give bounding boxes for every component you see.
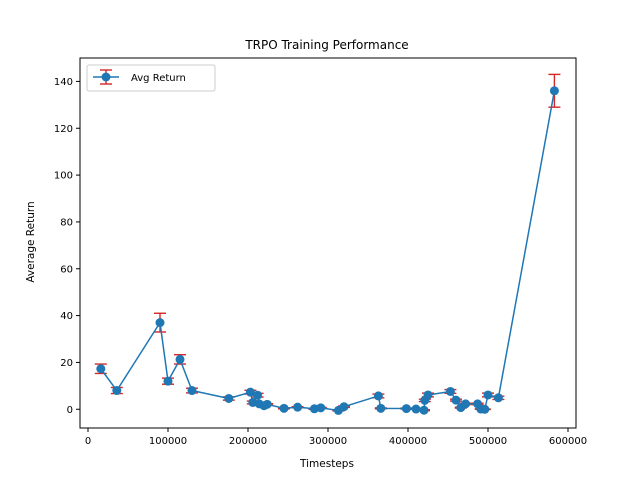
plot-frame [79,57,577,429]
data-point [411,404,421,414]
y-tick-label: 120 [54,124,73,135]
data-point [483,390,493,400]
chart-title: TRPO Training Performance [244,38,408,52]
x-tick-label: 0 [85,436,91,447]
x-tick-label: 300000 [309,436,347,447]
y-tick-label: 140 [54,77,73,88]
x-tick-label: 100000 [149,436,187,447]
y-axis: 0 20 40 60 80 100 120 140 [54,77,80,416]
plot-area [94,73,561,415]
data-point [316,403,326,413]
data-point [293,402,303,412]
x-tick-label: 600000 [549,436,587,447]
x-tick-label: 400000 [389,436,427,447]
y-axis-title: Average Return [25,201,37,282]
data-point [373,391,383,401]
data-point [187,386,197,396]
data-point [376,403,386,413]
data-point [401,404,411,414]
data-point [419,405,429,415]
y-tick-label: 20 [60,358,73,369]
data-point [224,393,234,403]
data-point [451,395,461,405]
x-tick-label: 500000 [469,436,507,447]
data-point [155,318,165,328]
legend-box [86,64,216,92]
y-tick-label: 0 [67,405,73,416]
data-point [445,386,455,396]
data-point [253,390,263,400]
data-point [279,403,289,413]
y-tick-label: 40 [60,311,73,322]
data-point [480,404,490,414]
data-point [175,354,185,364]
series-group [94,73,561,415]
data-point [112,386,122,396]
data-point [549,86,559,96]
x-axis-title: Timesteps [299,458,354,470]
data-point [262,399,272,409]
data-point [163,376,173,386]
data-point [339,402,349,412]
legend-label: Avg Return [131,73,186,84]
legend-marker [101,72,111,82]
y-tick-label: 60 [60,264,73,275]
legend: Avg Return [86,64,216,92]
y-tick-label: 80 [60,217,73,228]
data-point [245,387,255,397]
data-point [493,393,503,403]
x-axis: 0 100000 200000 300000 400000 500000 600000 [85,428,587,447]
y-tick-label: 100 [54,171,73,182]
data-point [423,390,433,400]
x-tick-label: 200000 [229,436,267,447]
data-point [461,399,471,409]
data-point [96,364,106,374]
